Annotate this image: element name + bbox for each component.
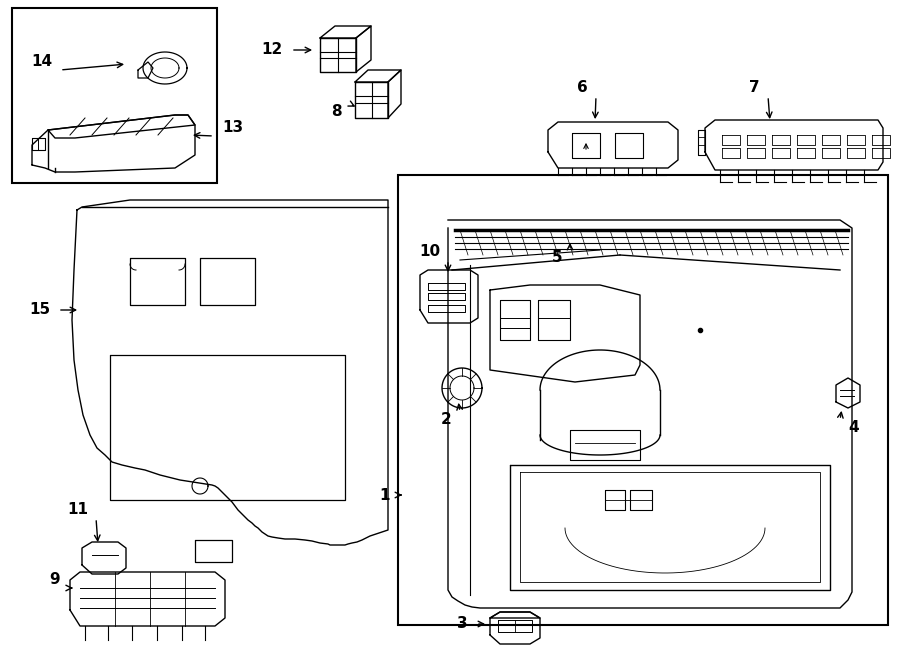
Text: 15: 15 [29, 303, 50, 317]
Text: 13: 13 [222, 120, 243, 136]
Text: 4: 4 [848, 420, 859, 436]
Text: 1: 1 [380, 488, 390, 502]
Text: 12: 12 [262, 42, 283, 58]
Text: 7: 7 [750, 81, 760, 95]
Bar [398, 175, 888, 625]
Text: 8: 8 [331, 104, 342, 120]
Text: 6: 6 [577, 81, 588, 95]
Text: 10: 10 [418, 245, 440, 260]
Text: 11: 11 [67, 502, 88, 518]
Text: 9: 9 [50, 572, 60, 588]
Text: 5: 5 [552, 251, 562, 266]
Text: 2: 2 [441, 412, 452, 428]
Text: 14: 14 [31, 54, 52, 69]
Text: 3: 3 [457, 617, 468, 631]
Bar [12, 8, 217, 183]
